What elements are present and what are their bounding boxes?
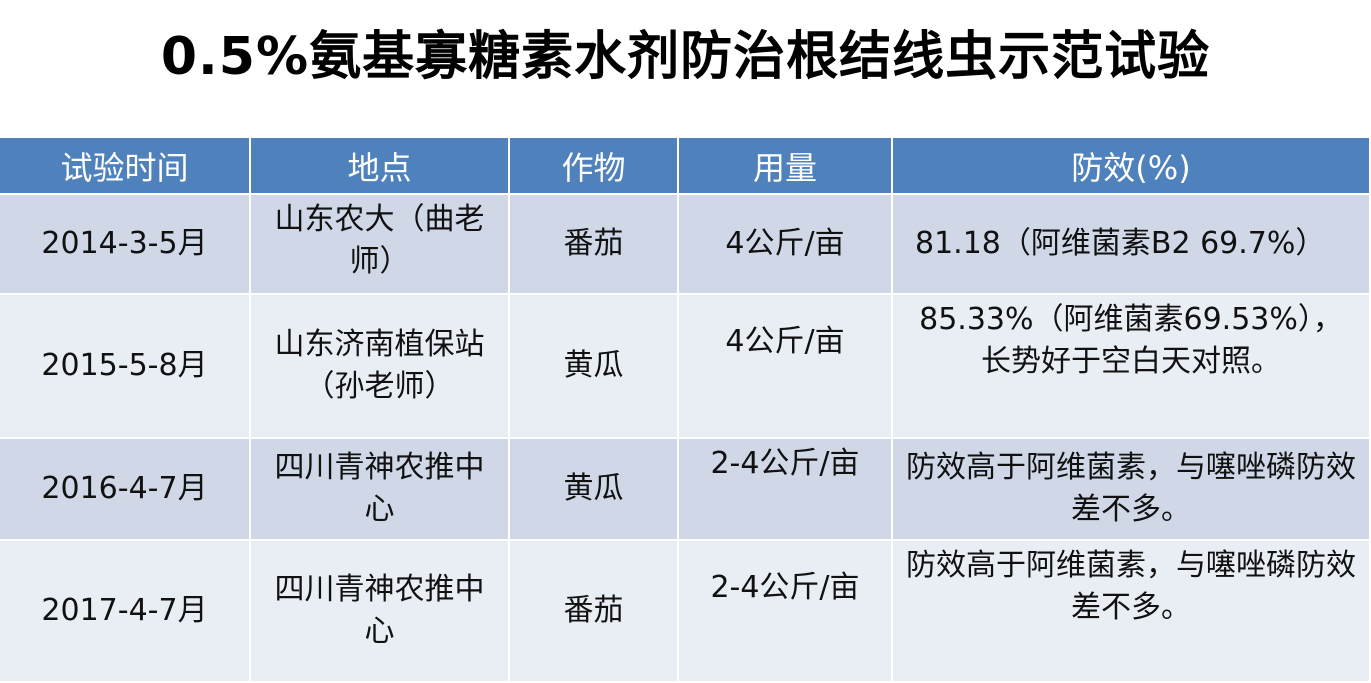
cell-efficacy: 防效高于阿维菌素，与噻唑磷防效差不多。 bbox=[893, 541, 1369, 681]
cell-dosage: 2-4公斤/亩 bbox=[679, 541, 891, 681]
cell-location: 四川青神农推中心 bbox=[251, 439, 508, 539]
table-row: 2014-3-5月 山东农大（曲老师） 番茄 4公斤/亩 81.18（阿维菌素B… bbox=[0, 195, 1369, 293]
cell-dosage: 2-4公斤/亩 bbox=[679, 439, 891, 539]
cell-efficacy: 81.18（阿维菌素B2 69.7%） bbox=[893, 195, 1369, 293]
page-title: 0.5%氨基寡糖素水剂防治根结线虫示范试验 bbox=[160, 27, 1211, 87]
cell-efficacy: 85.33%（阿维菌素69.53%），长势好于空白天对照。 bbox=[893, 295, 1369, 437]
table-row: 2015-5-8月 山东济南植保站（孙老师） 黄瓜 4公斤/亩 85.33%（阿… bbox=[0, 295, 1369, 437]
header-time: 试验时间 bbox=[0, 138, 249, 193]
cell-time: 2015-5-8月 bbox=[0, 295, 249, 437]
cell-time: 2016-4-7月 bbox=[0, 439, 249, 539]
cell-dosage: 4公斤/亩 bbox=[679, 195, 891, 293]
table-row: 2016-4-7月 四川青神农推中心 黄瓜 2-4公斤/亩 防效高于阿维菌素，与… bbox=[0, 439, 1369, 539]
cell-location: 山东济南植保站（孙老师） bbox=[251, 295, 508, 437]
cell-crop: 番茄 bbox=[510, 195, 677, 293]
header-location: 地点 bbox=[251, 138, 508, 193]
header-crop: 作物 bbox=[510, 138, 677, 193]
cell-crop: 黄瓜 bbox=[510, 295, 677, 437]
cell-time: 2017-4-7月 bbox=[0, 541, 249, 681]
cell-crop: 番茄 bbox=[510, 541, 677, 681]
header-dosage: 用量 bbox=[679, 138, 891, 193]
cell-location: 四川青神农推中心 bbox=[251, 541, 508, 681]
cell-crop: 黄瓜 bbox=[510, 439, 677, 539]
table-header-row: 试验时间 地点 作物 用量 防效(%) bbox=[0, 138, 1369, 193]
cell-location: 山东农大（曲老师） bbox=[251, 195, 508, 293]
trial-table: 试验时间 地点 作物 用量 防效(%) 2014-3-5月 山东农大（曲老师） … bbox=[0, 136, 1371, 683]
header-efficacy: 防效(%) bbox=[893, 138, 1369, 193]
cell-efficacy: 防效高于阿维菌素，与噻唑磷防效差不多。 bbox=[893, 439, 1369, 539]
cell-dosage: 4公斤/亩 bbox=[679, 295, 891, 437]
table-row: 2017-4-7月 四川青神农推中心 番茄 2-4公斤/亩 防效高于阿维菌素，与… bbox=[0, 541, 1369, 681]
cell-time: 2014-3-5月 bbox=[0, 195, 249, 293]
